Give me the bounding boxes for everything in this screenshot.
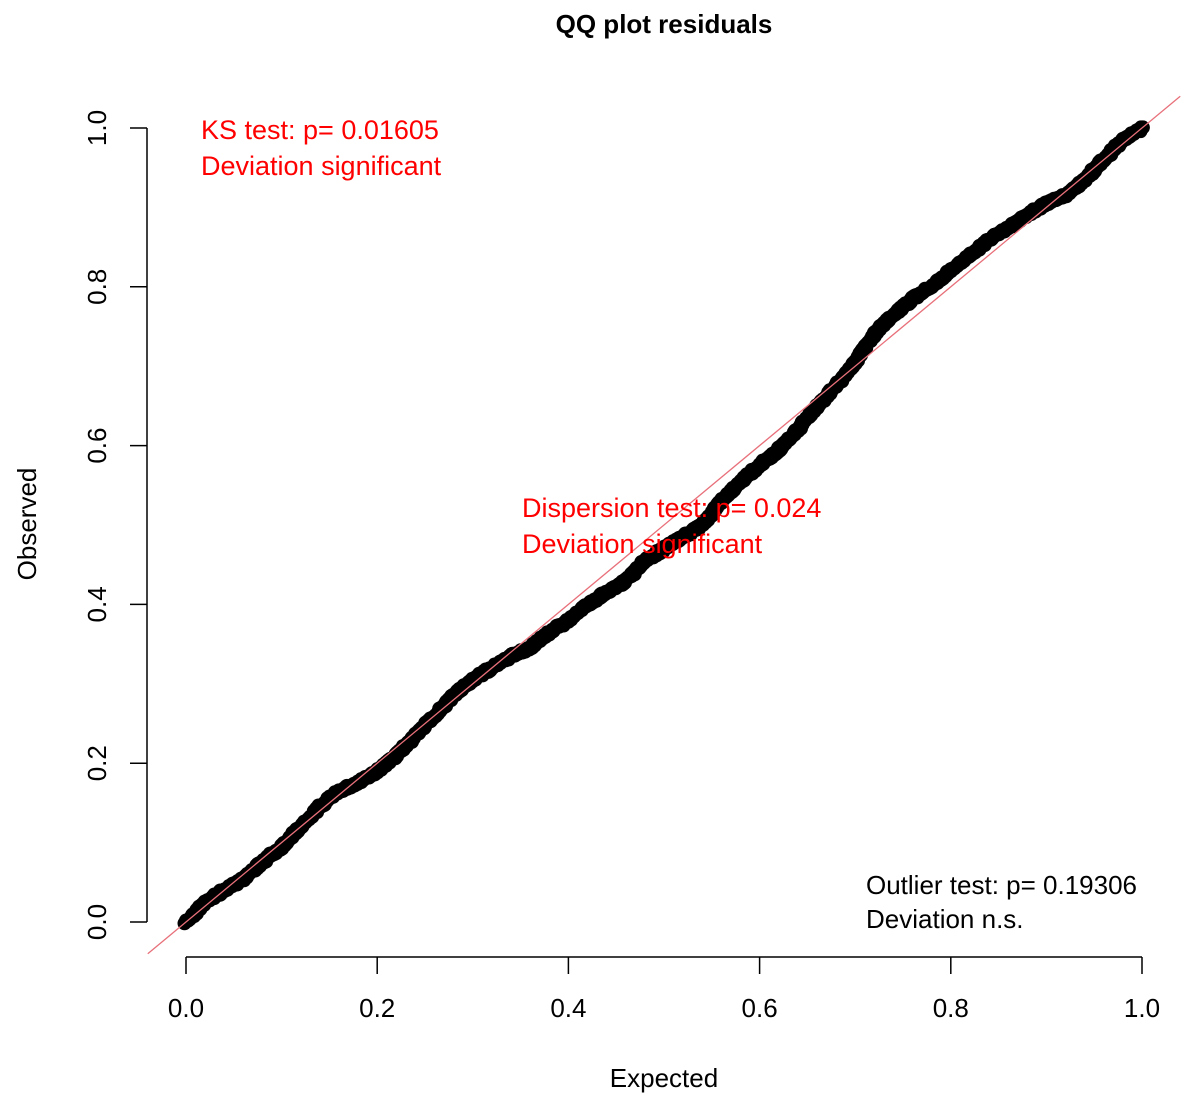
ks-test-annotation: KS test: p= 0.01605 [201,115,439,145]
reference-line [147,95,1181,955]
y-tick-label: 0.0 [82,904,112,940]
dispersion-test-annotation: Dispersion test: p= 0.024 [522,493,821,523]
x-tick-label: 0.2 [359,993,395,1023]
y-axis-label: Observed [12,468,42,581]
y-tick-label: 1.0 [82,110,112,146]
x-tick-label: 0.0 [168,993,204,1023]
ks-test-deviation: Deviation significant [201,151,442,181]
outlier-test-annotation: Outlier test: p= 0.19306 [866,870,1137,900]
y-tick-label: 0.6 [82,428,112,464]
x-tick-label: 0.8 [933,993,969,1023]
y-tick-label: 0.4 [82,586,112,622]
qq-points [177,120,1150,931]
x-tick-label: 0.6 [742,993,778,1023]
chart-title: QQ plot residuals [556,9,773,39]
y-tick-label: 0.8 [82,269,112,305]
dispersion-test-deviation: Deviation significant [522,529,763,559]
x-axis-ticks: 0.0 0.2 0.4 0.6 0.8 1.0 [168,957,1160,1023]
y-axis-ticks: 0.0 0.2 0.4 0.6 0.8 1.0 [82,110,147,940]
outlier-test-deviation: Deviation n.s. [866,904,1024,934]
x-tick-label: 1.0 [1124,993,1160,1023]
x-tick-label: 0.4 [550,993,586,1023]
x-axis-label: Expected [610,1063,718,1093]
y-tick-label: 0.2 [82,745,112,781]
